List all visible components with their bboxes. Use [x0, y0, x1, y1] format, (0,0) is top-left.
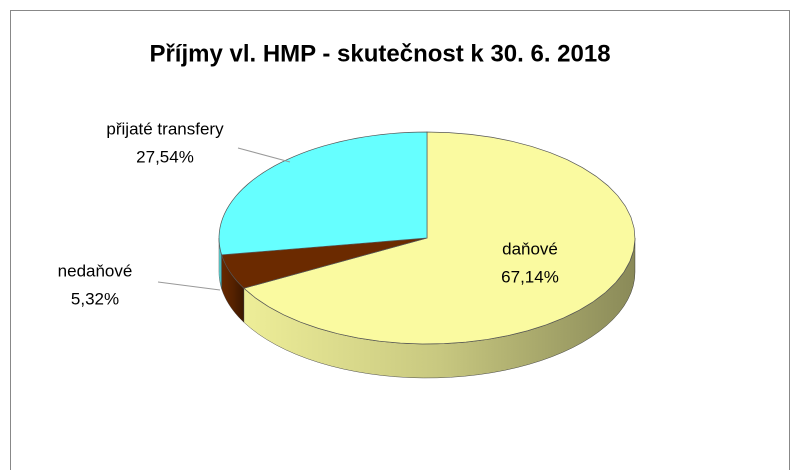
slice-side-shade [221, 254, 244, 323]
slice [218, 131, 428, 256]
slice-value-label: 67,14% [501, 267, 559, 286]
slice-side-shade [243, 238, 635, 378]
slice-value-label: 5,32% [71, 289, 119, 308]
slice [221, 237, 428, 289]
slice-value-label: 27,54% [136, 147, 194, 166]
slice-label: daňové [502, 239, 558, 258]
slice-side-shade [219, 238, 222, 289]
leader-line [237, 147, 291, 163]
slice-label: nedaňové [58, 261, 133, 280]
leader-line [157, 281, 221, 291]
chart-title: Příjmy vl. HMP - skutečnost k 30. 6. 201… [149, 40, 610, 67]
slice-label: přijaté transfery [106, 119, 224, 138]
pie [218, 131, 636, 379]
slice [243, 131, 636, 345]
